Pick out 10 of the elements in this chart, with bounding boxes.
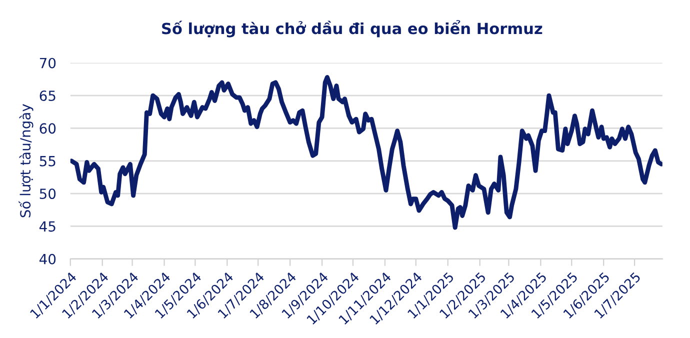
y-tick-label: 60 xyxy=(40,123,56,134)
y-tick-label: 40 xyxy=(39,254,56,264)
chart-title: Số lượng tàu chở dầu đi qua eo biển Hormuz xyxy=(162,20,542,38)
y-tick-label: 55 xyxy=(40,156,56,166)
y-tick-label: 50 xyxy=(40,188,56,200)
line-series xyxy=(70,75,662,230)
y-axis-title: Số lượt tàu/ngày xyxy=(18,104,34,218)
y-tick-label: 70 xyxy=(40,58,56,68)
y-tick-label: 45 xyxy=(39,221,56,232)
y-tick-label: 65 xyxy=(40,90,56,102)
